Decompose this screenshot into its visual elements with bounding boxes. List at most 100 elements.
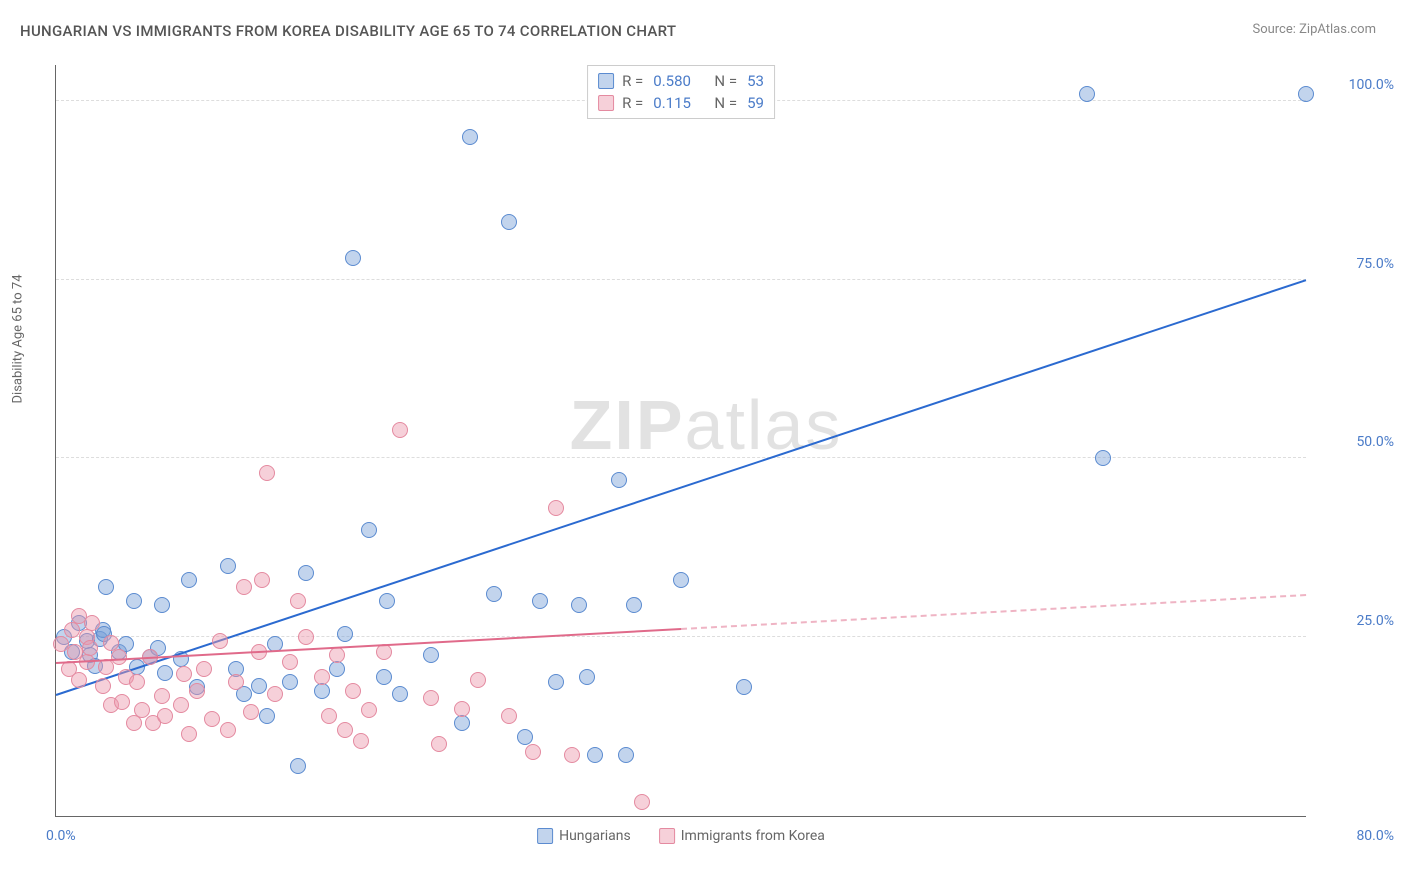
- data-point: [298, 565, 314, 581]
- data-point: [587, 747, 603, 763]
- data-point: [626, 597, 642, 613]
- data-point: [196, 661, 212, 677]
- data-point: [392, 686, 408, 702]
- data-point: [259, 708, 275, 724]
- data-point: [634, 794, 650, 810]
- data-point: [84, 615, 100, 631]
- data-point: [129, 674, 145, 690]
- stats-row: R =0.580 N =53: [598, 70, 764, 92]
- data-point: [525, 744, 541, 760]
- data-point: [329, 647, 345, 663]
- source-attribution: Source: ZipAtlas.com: [1252, 22, 1376, 37]
- data-point: [329, 661, 345, 677]
- data-point: [282, 654, 298, 670]
- data-point: [82, 640, 98, 656]
- data-point: [290, 593, 306, 609]
- data-point: [181, 572, 197, 588]
- data-point: [267, 686, 283, 702]
- regression-line: [56, 280, 1307, 697]
- data-point: [220, 558, 236, 574]
- data-point: [345, 250, 361, 266]
- data-point: [71, 672, 87, 688]
- data-point: [423, 690, 439, 706]
- data-point: [228, 674, 244, 690]
- data-point: [173, 697, 189, 713]
- data-point: [114, 694, 130, 710]
- data-point: [392, 422, 408, 438]
- data-point: [314, 669, 330, 685]
- data-point: [376, 669, 392, 685]
- data-point: [154, 688, 170, 704]
- data-point: [486, 586, 502, 602]
- x-tick-min: 0.0%: [46, 828, 76, 844]
- data-point: [321, 708, 337, 724]
- data-point: [282, 674, 298, 690]
- data-point: [157, 665, 173, 681]
- data-point: [454, 701, 470, 717]
- data-point: [204, 711, 220, 727]
- data-point: [290, 758, 306, 774]
- data-point: [353, 733, 369, 749]
- data-point: [571, 597, 587, 613]
- grid-line: [56, 279, 1306, 280]
- data-point: [345, 683, 361, 699]
- data-point: [673, 572, 689, 588]
- data-point: [462, 129, 478, 145]
- data-point: [189, 683, 205, 699]
- data-point: [564, 747, 580, 763]
- data-point: [254, 572, 270, 588]
- data-point: [259, 465, 275, 481]
- data-point: [236, 579, 252, 595]
- data-point: [157, 708, 173, 724]
- data-point: [579, 669, 595, 685]
- grid-line: [56, 457, 1306, 458]
- data-point: [126, 593, 142, 609]
- data-point: [337, 626, 353, 642]
- data-point: [176, 666, 192, 682]
- data-point: [220, 722, 236, 738]
- legend-item: Immigrants from Korea: [659, 828, 825, 844]
- y-tick-label: 75.0%: [1356, 256, 1394, 272]
- data-point: [212, 633, 228, 649]
- series-swatch: [659, 828, 675, 844]
- stats-row: R =0.115 N =59: [598, 92, 764, 114]
- y-tick-label: 100.0%: [1349, 77, 1394, 93]
- series-swatch: [598, 95, 614, 111]
- y-tick-label: 25.0%: [1356, 613, 1394, 629]
- stats-legend-box: R =0.580 N =53R =0.115 N =59: [587, 65, 775, 119]
- data-point: [379, 593, 395, 609]
- plot-area: ZIPatlas R =0.580 N =53R =0.115 N =59 0.…: [55, 65, 1306, 817]
- data-point: [298, 629, 314, 645]
- data-point: [314, 683, 330, 699]
- series-swatch: [537, 828, 553, 844]
- data-point: [736, 679, 752, 695]
- data-point: [532, 593, 548, 609]
- series-swatch: [598, 73, 614, 89]
- data-point: [423, 647, 439, 663]
- data-point: [611, 472, 627, 488]
- data-point: [98, 579, 114, 595]
- data-point: [1298, 86, 1314, 102]
- legend-item: Hungarians: [537, 828, 631, 844]
- regression-line: [681, 594, 1306, 630]
- data-point: [1079, 86, 1095, 102]
- data-point: [243, 704, 259, 720]
- chart-title: HUNGARIAN VS IMMIGRANTS FROM KOREA DISAB…: [20, 22, 676, 40]
- data-point: [95, 678, 111, 694]
- data-point: [548, 674, 564, 690]
- data-point: [251, 678, 267, 694]
- data-point: [1095, 450, 1111, 466]
- data-point: [181, 726, 197, 742]
- data-point: [548, 500, 564, 516]
- data-point: [431, 736, 447, 752]
- data-point: [64, 622, 80, 638]
- data-point: [501, 708, 517, 724]
- data-point: [454, 715, 470, 731]
- data-point: [337, 722, 353, 738]
- y-tick-label: 50.0%: [1356, 434, 1394, 450]
- data-point: [154, 597, 170, 613]
- grid-line: [56, 636, 1306, 637]
- watermark: ZIPatlas: [570, 385, 843, 465]
- data-point: [111, 649, 127, 665]
- data-point: [501, 214, 517, 230]
